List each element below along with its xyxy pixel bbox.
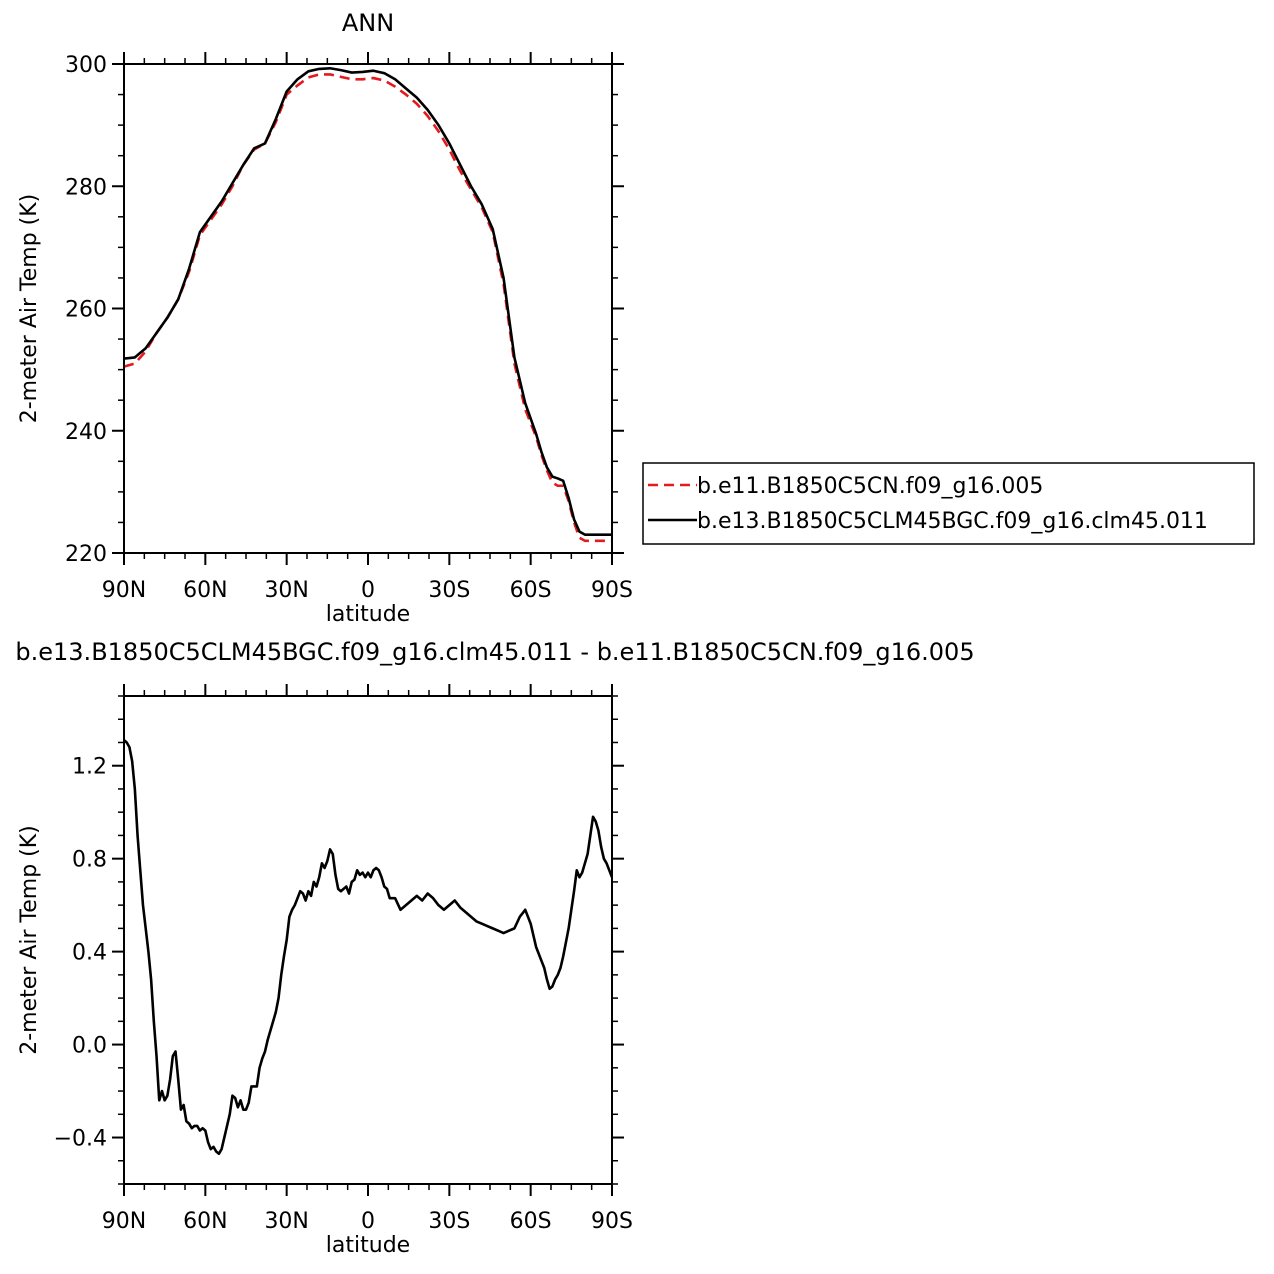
x-tick-label: 90S [591,1209,633,1234]
y-tick-label: 260 [65,298,107,323]
y-tick-label: 240 [65,420,107,445]
y-axis-label: 2-meter Air Temp (K) [17,194,42,424]
x-tick-label: 30N [264,578,308,603]
x-tick-label: 60S [510,1209,552,1234]
x-tick-label: 60S [510,578,552,603]
series-line-2 [124,66,612,536]
legend: b.e11.B1850C5CN.f09_g16.005 b.e13.B1850C5… [642,462,1255,545]
x-tick-label: 90S [591,578,633,603]
x-axis-label: latitude [326,602,410,627]
x-tick-label: 90N [102,578,146,603]
y-tick-label: 0.8 [72,848,107,873]
y-tick-label: 280 [65,175,107,200]
x-tick-label: 0 [361,578,375,603]
x-tick-label: 30S [428,1209,470,1234]
y-axis-label: 2-meter Air Temp (K) [17,825,42,1055]
legend-label-2: b.e13.B1850C5CLM45BGC.f09_g16.clm45.011 [697,509,1208,534]
series-line-1 [124,739,612,1156]
x-axis-label: latitude [326,1233,410,1258]
y-tick-label: 0.4 [72,941,107,966]
y-tick-label: 1.2 [72,755,107,780]
legend-label-1: b.e11.B1850C5CN.f09_g16.005 [697,474,1043,499]
y-tick-label: −0.4 [54,1127,107,1152]
y-tick-label: 0.0 [72,1034,107,1059]
x-tick-label: 60N [183,578,227,603]
x-tick-label: 60N [183,1209,227,1234]
top-panel: 90N 60N 30N 0 30S 60S 90S 220 240 260 280 300 latitu… [17,9,633,627]
x-tick-label: 30N [264,1209,308,1234]
x-tick-label: 90N [102,1209,146,1234]
y-tick-label: 220 [65,542,107,567]
x-tick-label: 30S [428,578,470,603]
bottom-panel: 90N 60N 30N 0 30S 60S 90S −0.4 0.0 0.4 0.8 1.2 latit… [15,638,974,1258]
chart-title: b.e13.B1850C5CLM45BGC.f09_g16.clm45.011 … [15,638,974,666]
legend-box [642,462,1255,545]
plot-frame [123,695,613,1185]
plot-frame [123,63,613,554]
x-tick-label: 0 [361,1209,375,1234]
chart-title: ANN [342,9,394,37]
series-line-1 [124,73,612,543]
y-tick-label: 300 [65,53,107,78]
